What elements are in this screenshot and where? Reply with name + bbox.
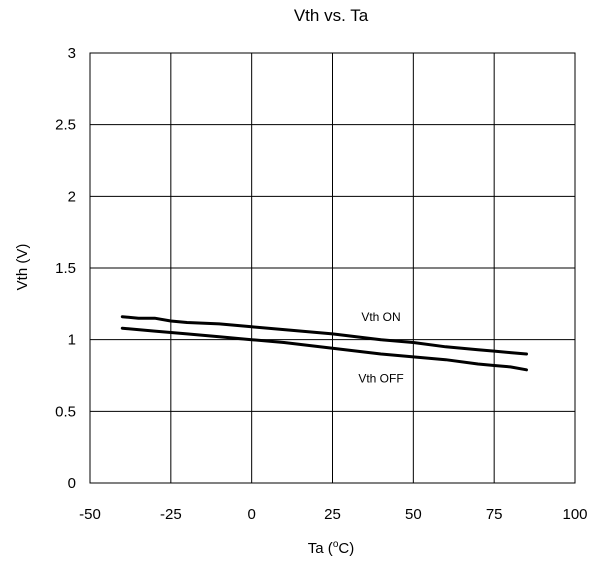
y-tick-label: 0 — [68, 475, 76, 492]
series-label: Vth OFF — [358, 372, 403, 386]
y-tick-label: 0.5 — [55, 403, 76, 420]
chart-title: Vth vs. Ta — [294, 6, 369, 25]
series-labels: Vth ON Vth OFF — [358, 310, 403, 386]
plot-area-frame — [89, 52, 576, 484]
series-line-vth-off — [120, 326, 528, 372]
y-tick-label: 1.5 — [55, 260, 76, 277]
x-tick-label: 0 — [247, 506, 255, 523]
y-axis-label: Vth (V) — [14, 244, 31, 291]
y-tick-label: 3 — [68, 45, 76, 62]
x-tick-label: 25 — [324, 506, 341, 523]
y-tick-label: 2 — [68, 188, 76, 205]
x-tick-label: -50 — [79, 506, 101, 523]
x-axis-label: Ta (oC) — [308, 539, 354, 557]
y-tick-label: 1 — [68, 332, 76, 349]
x-axis-tick-labels: -50 -25 0 25 50 75 100 — [79, 506, 587, 523]
grid-lines — [89, 52, 576, 484]
y-axis-tick-labels: 0 0.5 1 1.5 2 2.5 3 — [55, 45, 76, 492]
series-line-vth-on — [120, 315, 528, 356]
series-lines — [120, 315, 528, 372]
x-tick-label: 50 — [405, 506, 422, 523]
series-label: Vth ON — [361, 310, 400, 324]
y-tick-label: 2.5 — [55, 117, 76, 134]
x-tick-label: 75 — [486, 506, 503, 523]
x-tick-label: 100 — [562, 506, 587, 523]
x-tick-label: -25 — [160, 506, 182, 523]
